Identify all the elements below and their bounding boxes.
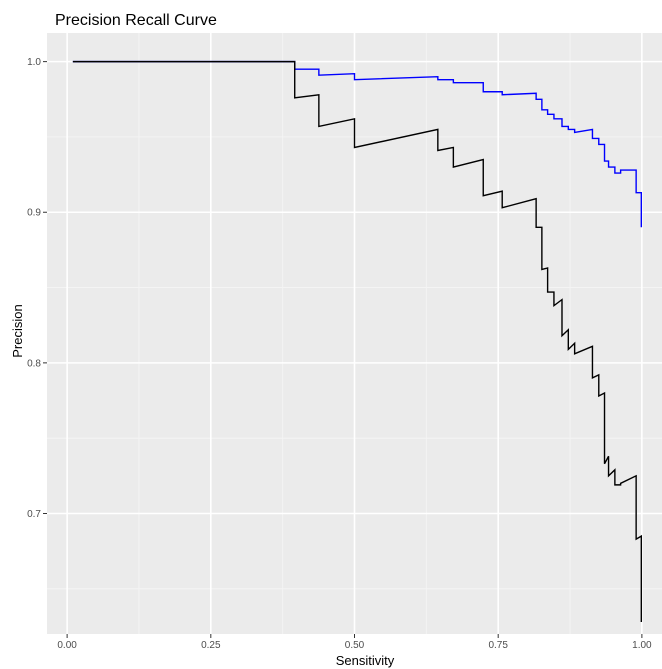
x-axis-ticks: 0.00 0.25 0.50 0.75 1.00 [57, 634, 652, 651]
x-tick-label: 0.50 [345, 640, 365, 651]
chart-title: Precision Recall Curve [55, 12, 217, 29]
series-line-2 [72, 60, 643, 622]
x-axis-title: Sensitivity [336, 653, 395, 668]
x-tick-label: 0.00 [57, 640, 77, 651]
y-tick-label: 0.8 [27, 358, 41, 369]
y-tick-label: 0.7 [27, 509, 41, 520]
x-tick-label: 0.25 [201, 640, 221, 651]
y-axis-ticks: 0.7 0.8 0.9 1.0 [27, 57, 47, 520]
series-layer [72, 60, 643, 622]
y-axis-title: Precision [10, 304, 25, 357]
x-tick-label: 1.00 [632, 640, 652, 651]
series-line-1 [72, 60, 643, 228]
y-tick-label: 1.0 [27, 57, 41, 68]
y-tick-label: 0.9 [27, 208, 41, 219]
x-tick-label: 0.75 [488, 640, 508, 651]
